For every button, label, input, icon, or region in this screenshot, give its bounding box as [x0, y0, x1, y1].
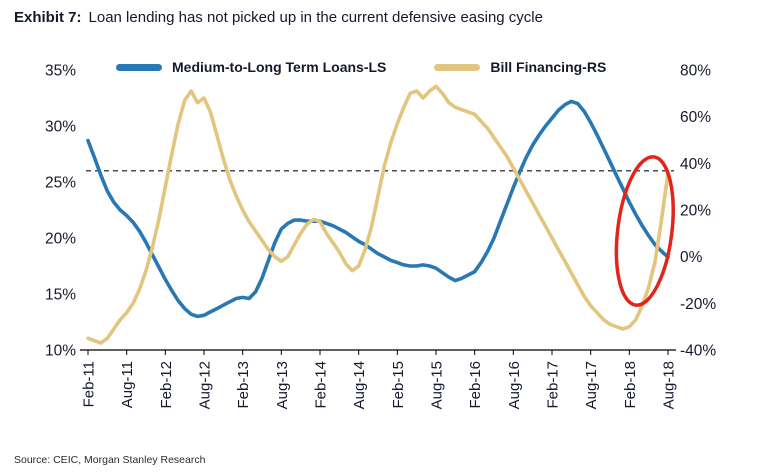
left-axis-label: 10% [45, 343, 76, 360]
right-axis-label: -40% [680, 343, 716, 360]
x-axis-label: Feb-13 [235, 361, 252, 409]
x-axis-label: Feb-12 [158, 361, 175, 409]
x-axis-label: Feb-11 [81, 361, 98, 407]
x-axis-label: Feb-15 [390, 361, 407, 409]
left-axis-label: 15% [45, 287, 76, 304]
right-axis-label: 60% [680, 109, 711, 126]
legend-item-medium-long-term-loans: Medium-to-Long Term Loans-LS [116, 59, 386, 75]
legend-label-medium-long-term-loans: Medium-to-Long Term Loans-LS [172, 59, 387, 75]
x-axis-label: Aug-18 [661, 361, 678, 409]
source-note: Source: CEIC, Morgan Stanley Research [14, 454, 206, 466]
highlight-ellipse [614, 155, 675, 307]
right-axis-label: 20% [680, 203, 711, 220]
exhibit-title-text: Loan lending has not picked up in the cu… [88, 9, 543, 26]
legend-swatch-medium-long-term-loans [116, 63, 162, 71]
legend-label-bill-financing: Bill Financing-RS [490, 59, 607, 75]
right-axis-label: 80% [680, 63, 711, 80]
x-axis-label: Aug-17 [583, 361, 600, 409]
x-axis-label: Aug-16 [506, 361, 523, 409]
right-axis-label: -20% [680, 296, 716, 313]
left-axis-label: 25% [45, 175, 76, 192]
x-axis-label: Aug-14 [351, 361, 368, 409]
x-axis-label: Feb-17 [545, 361, 562, 409]
left-axis-label: 20% [45, 231, 76, 248]
x-axis-label: Feb-14 [313, 361, 330, 409]
x-axis-label: Aug-13 [274, 361, 291, 409]
chart-legend: Medium-to-Long Term Loans-LS Bill Financ… [116, 59, 606, 75]
x-axis-label: Feb-18 [622, 361, 639, 409]
right-axis-label: 40% [680, 156, 711, 173]
x-axis-label: Aug-12 [197, 361, 214, 409]
left-axis-label: 35% [45, 63, 76, 80]
x-axis-label: Feb-16 [467, 361, 484, 409]
legend-swatch-bill-financing [434, 63, 481, 71]
series-line-bill-financing [86, 84, 670, 345]
x-axis-label: Aug-11 [119, 361, 136, 408]
right-axis-label: 0% [680, 249, 703, 266]
exhibit-title: Exhibit 7: Loan lending has not picked up… [14, 9, 543, 26]
legend-item-bill-financing: Bill Financing-RS [434, 59, 606, 75]
exhibit-label: Exhibit 7: [14, 9, 82, 26]
series-line-medium-long-term-loans [86, 99, 670, 319]
line-chart: Feb-11 Aug-11 Feb-12 Aug-12 Feb-13 Aug-13 Feb-… [45, 63, 716, 410]
left-axis-label: 30% [45, 119, 76, 136]
x-axis-label: Aug-15 [429, 361, 446, 409]
